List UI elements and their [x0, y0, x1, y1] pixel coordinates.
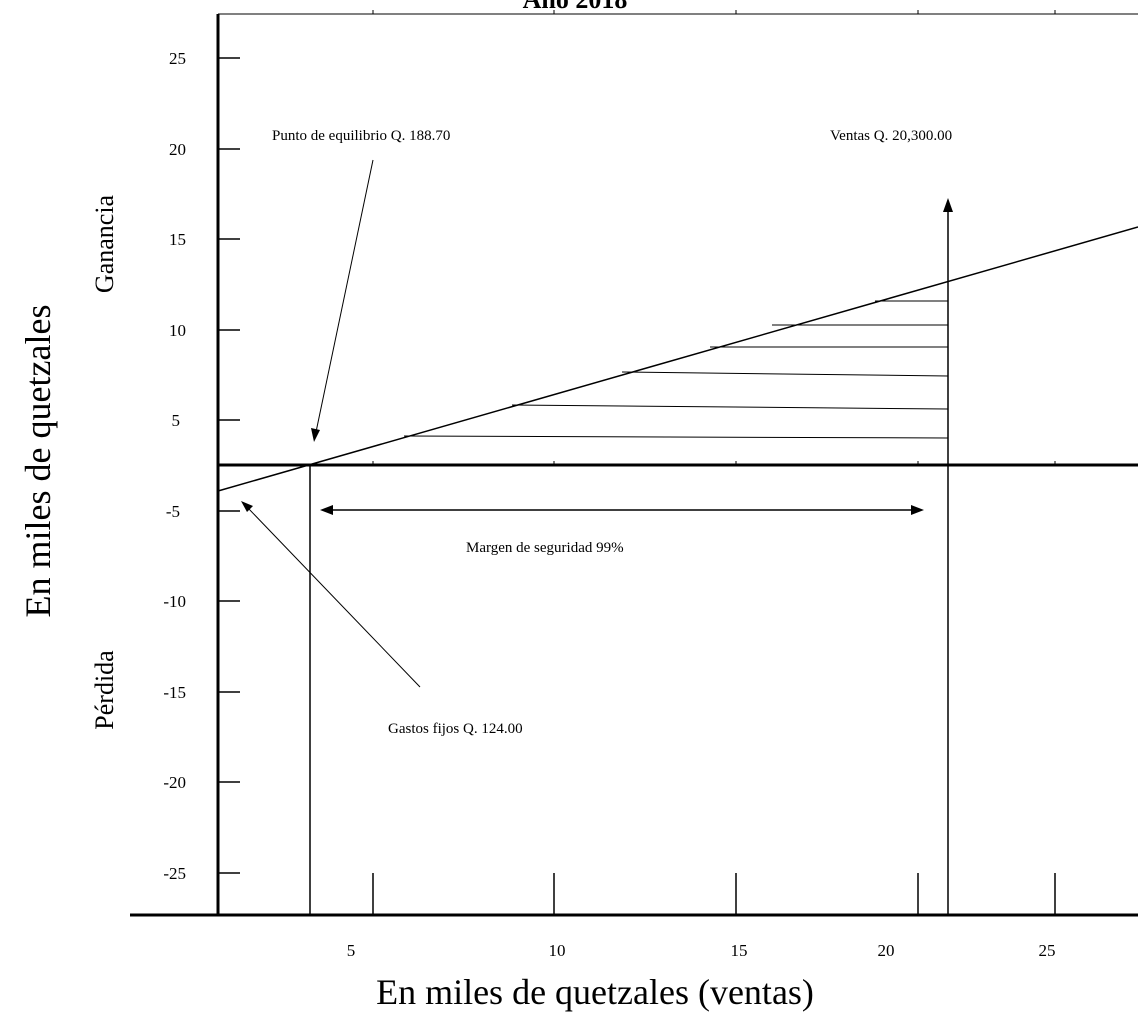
y-tick-label: -20: [163, 773, 186, 792]
safety-margin-arrow: [320, 505, 924, 515]
y-tick-label: 25: [169, 49, 186, 68]
sales-arrow-head: [943, 198, 953, 212]
breakeven-annotation: Punto de equilibrio Q. 188.70: [272, 128, 450, 144]
fixed-costs-annotation: Gastos fijos Q. 124.00: [388, 721, 523, 737]
series-line: [217, 226, 1138, 492]
x-tick-label: 25: [1039, 941, 1056, 960]
hatch-line: [621, 371, 949, 377]
breakeven-pointer: [311, 159, 374, 442]
y-tick-label: -5: [166, 502, 180, 521]
y-tick-label: 20: [169, 140, 186, 159]
y-axis-label: En miles de quetzales: [18, 305, 58, 618]
loss-zone-label: Pérdida: [90, 650, 119, 730]
sales-annotation: Ventas Q. 20,300.00: [830, 128, 952, 144]
x-tick-label: 5: [347, 941, 356, 960]
y-tick-marks: [218, 57, 240, 874]
y-tick-label: -10: [163, 592, 186, 611]
fixed-costs-pointer: [241, 501, 421, 688]
x-tick-label: 20: [878, 941, 895, 960]
x-axis-label: En miles de quetzales (ventas): [376, 972, 814, 1012]
x-tick-marks: [372, 873, 1056, 915]
x-tick-label: 15: [731, 941, 748, 960]
chart-title: Año 2018: [523, 0, 628, 14]
y-tick-label: 5: [172, 411, 181, 430]
arrow-head: [311, 428, 320, 442]
hatch-line: [511, 404, 949, 410]
arrow-head-left: [320, 505, 333, 515]
y-tick-label: 15: [169, 230, 186, 249]
safety-margin-annotation: Margen de seguridad 99%: [466, 540, 624, 556]
y-tick-label: -25: [163, 864, 186, 883]
arrow-head-right: [911, 505, 924, 515]
x-tick-label: 10: [549, 941, 566, 960]
profit-hatch: [403, 300, 949, 439]
y-tick-label: -15: [163, 683, 186, 702]
zero-line: [218, 461, 1138, 467]
y-tick-label: 10: [169, 321, 186, 340]
hatch-line: [403, 435, 949, 439]
top-frame: [218, 10, 1138, 15]
arrow-head: [241, 501, 253, 512]
profit-zone-label: Ganancia: [90, 194, 119, 293]
